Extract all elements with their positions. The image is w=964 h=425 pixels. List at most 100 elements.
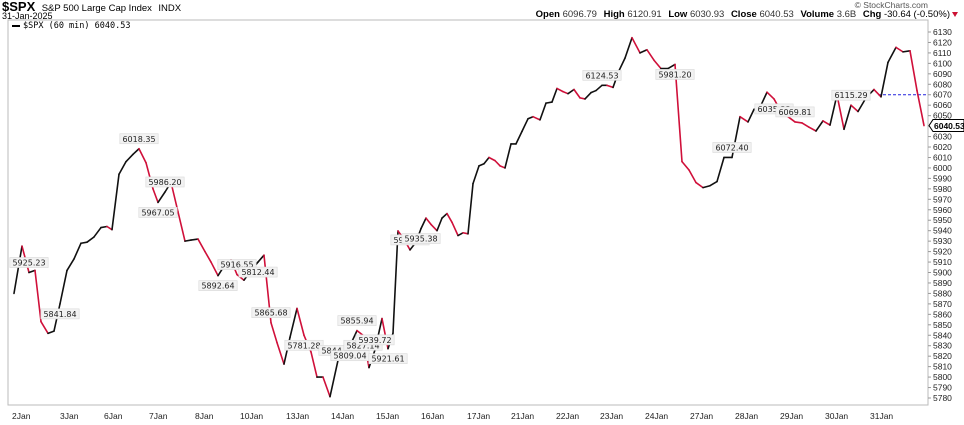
close-label: Close [730,9,757,20]
last-price-badge: 6040.53 [928,119,964,133]
y-tick-label: 6090 [933,69,952,79]
price-annotation: 5981.20 [658,70,691,79]
price-annotation: 5921.61 [371,355,404,364]
symbol-description: S&P 500 Large Cap Index [41,3,152,14]
price-annotation: 6072.40 [715,143,748,152]
quote-bar: Open 6096.79 High 6120.91 Low 6030.93 Cl… [536,9,958,20]
x-tick-label: 16Jan [421,411,444,421]
y-tick-label: 5910 [933,257,952,267]
x-tick-label: 24Jan [645,411,668,421]
volume-label: Volume [800,9,835,20]
copyright: © StockCharts.com [854,0,928,10]
y-tick-label: 5930 [933,236,952,246]
price-annotation: 5935.38 [404,235,437,244]
price-annotation: 5855.94 [340,317,373,326]
x-tick-label: 14Jan [331,411,354,421]
y-tick-label: 6120 [933,37,952,47]
x-tick-label: 27Jan [690,411,713,421]
y-tick-label: 5880 [933,288,952,298]
y-tick-label: 5900 [933,268,952,278]
x-tick-label: 31Jan [870,411,893,421]
y-tick-label: 5850 [933,320,952,330]
chg-label: Chg [862,9,882,20]
x-tick-label: 2Jan [12,411,31,421]
price-annotation: 5865.68 [254,309,287,318]
price-annotation: 6018.35 [122,135,155,144]
y-tick-label: 6020 [933,142,952,152]
price-annotation: 5812.44 [241,268,274,277]
price-annotation: 5986.20 [148,178,181,187]
price-annotation: 5939.72 [358,336,391,345]
y-tick-label: 5870 [933,299,952,309]
price-annotation: 6124.53 [585,71,618,80]
y-tick-label: 6000 [933,163,952,173]
y-tick-label: 5840 [933,330,952,340]
low-label: Low [668,9,688,20]
x-tick-label: 7Jan [149,411,168,421]
volume-value: 3.6B [836,9,857,20]
y-tick-label: 5780 [933,393,952,403]
high-value: 6120.91 [627,9,662,20]
y-tick-label: 5890 [933,278,952,288]
price-annotation: 5809.04 [333,352,366,361]
price-annotation: 5916.55 [220,261,253,270]
y-tick-label: 5920 [933,247,952,257]
price-annotation: 5925.23 [12,259,45,268]
y-tick-label: 5960 [933,205,952,215]
high-label: High [603,9,625,20]
x-tick-label: 29Jan [780,411,803,421]
y-tick-label: 5860 [933,309,952,319]
price-annotation: 5967.05 [141,208,174,217]
low-value: 6030.93 [689,9,725,20]
y-tick-label: 6060 [933,100,952,110]
x-tick-label: 30Jan [825,411,848,421]
y-tick-label: 6010 [933,152,952,162]
open-value: 6096.79 [562,9,597,20]
price-annotation: 5892.64 [201,282,234,291]
x-tick-label: 28Jan [735,411,758,421]
y-tick-label: 5800 [933,372,952,382]
price-annotation: 5841.84 [43,310,76,319]
y-tick-label: 6130 [933,27,952,37]
symbol: $SPX [2,0,36,14]
y-tick-label: 5940 [933,226,952,236]
chart-date: 31-Jan-2025 [2,11,53,21]
x-tick-label: 13Jan [286,411,309,421]
price-annotation: 6035.33 [757,105,790,114]
svg-text:6040.53: 6040.53 [934,121,964,131]
legend-line-icon [12,24,20,27]
price-annotation: 5781.28 [287,341,320,350]
y-tick-label: 6110 [933,48,952,58]
y-tick-label: 6080 [933,79,952,89]
y-tick-label: 6050 [933,111,952,121]
price-annotation: 6069.81 [778,108,811,117]
y-tick-label: 5980 [933,184,952,194]
y-tick-label: 5970 [933,194,952,204]
price-annotations: 5925.23 5841.84 6018.35 5967.05 5986.20 5892.… [9,69,871,365]
x-tick-label: 6Jan [104,411,123,421]
y-tick-label: 5790 [933,383,952,393]
y-axis: 6130612061106100609060806070606060506040… [928,27,952,403]
close-value: 6040.53 [759,9,794,20]
y-tick-label: 5950 [933,215,952,225]
x-tick-label: 17Jan [467,411,490,421]
x-tick-label: 21Jan [511,411,534,421]
x-tick-label: 22Jan [556,411,579,421]
legend-label: $SPX (60 min) 6040.53 [23,21,131,31]
y-tick-label: 5990 [933,173,952,183]
y-tick-label: 6070 [933,90,952,100]
chart-title: $SPX S&P 500 Large Cap Index INDX [2,0,181,15]
open-label: Open [535,9,560,20]
x-tick-label: 8Jan [195,411,214,421]
x-tick-label: 23Jan [600,411,623,421]
down-triangle-icon [952,11,958,17]
y-tick-label: 5830 [933,341,952,351]
x-tick-label: 3Jan [60,411,79,421]
y-tick-label: 5820 [933,351,952,361]
y-tick-label: 5810 [933,362,952,372]
x-tick-label: 15Jan [376,411,399,421]
chg-value: -30.64 (-0.50%) [883,9,950,20]
chart-legend: $SPX (60 min) 6040.53 [12,21,130,31]
price-annotation: 6115.29 [834,91,867,100]
exchange: INDX [158,3,182,14]
